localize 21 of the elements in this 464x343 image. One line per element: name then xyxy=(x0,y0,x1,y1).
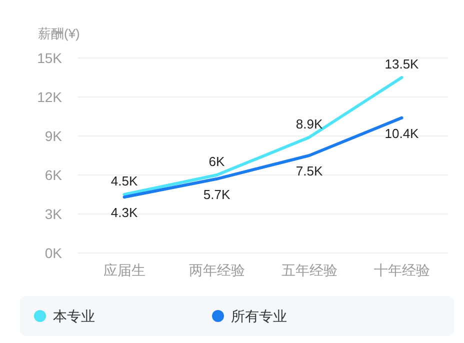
data-label: 7.5K xyxy=(296,164,323,178)
data-label: 5.7K xyxy=(203,186,230,202)
data-label: 8.9K xyxy=(296,116,323,132)
y-tick-label: 3K xyxy=(44,206,63,222)
legend-label: 本专业 xyxy=(53,308,95,324)
y-tick-label: 6K xyxy=(44,167,63,183)
data-label: 6K xyxy=(208,154,226,169)
data-label: 4.3K xyxy=(110,205,138,220)
x-tick-label: 应届生 xyxy=(103,262,146,278)
x-tick-label: 十年经验 xyxy=(374,262,430,278)
y-tick-label: 15K xyxy=(37,50,63,66)
legend-label: 所有专业 xyxy=(231,308,287,324)
y-axis-title: 薪酬(¥) xyxy=(38,26,80,41)
y-tick-label: 9K xyxy=(44,128,63,144)
data-label: 10.4K xyxy=(384,126,420,141)
x-tick-label: 两年经验 xyxy=(188,262,245,278)
x-tick-label: 五年经验 xyxy=(281,262,338,278)
y-tick-label: 0K xyxy=(44,245,63,261)
y-tick-label: 12K xyxy=(37,89,63,105)
data-label: 4.5K xyxy=(110,174,138,188)
data-label: 13.5K xyxy=(384,56,420,72)
